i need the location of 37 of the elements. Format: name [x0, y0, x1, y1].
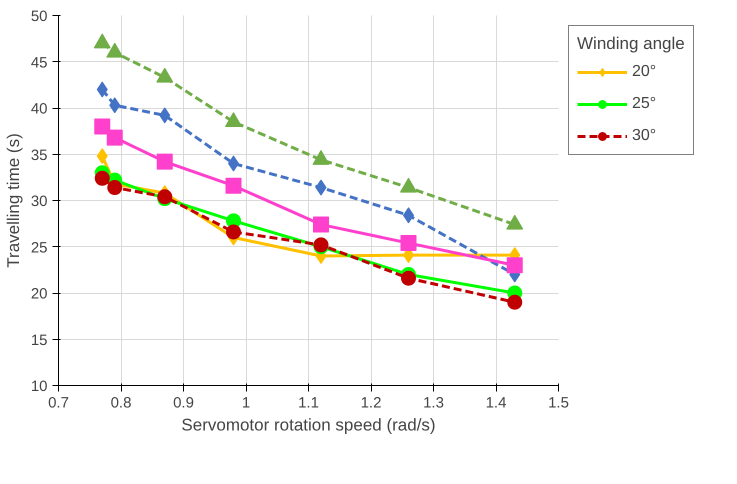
y-tick-label: 35: [30, 146, 48, 164]
y-tick-label: 10: [30, 378, 48, 395]
y-tick-label: 45: [30, 54, 48, 72]
y-tick-label: 25: [30, 239, 48, 256]
x-tick-label: 1.5: [548, 394, 569, 412]
point: [106, 130, 123, 146]
y-tick-label: 30: [30, 193, 48, 210]
legend-title: Winding angle: [577, 34, 685, 54]
y-tick-label: 40: [30, 100, 48, 118]
point: [156, 154, 173, 170]
point: [506, 257, 523, 274]
legend-label: 30°: [632, 127, 656, 145]
point: [313, 216, 329, 233]
x-axis-title: Servomotor rotation speed (rad/s): [181, 416, 436, 434]
legend-label: 20°: [632, 63, 656, 81]
x-tick-label: 0.9: [173, 394, 194, 412]
x-tick-label: 1.1: [298, 394, 319, 412]
point: [96, 82, 108, 98]
legend-label: 25°: [632, 95, 656, 113]
y-tick-label: 15: [30, 332, 48, 349]
y-axis-title: Travelling time (s): [4, 133, 23, 268]
x-tick-label: 1.4: [486, 394, 506, 412]
x-tick-label: 1.2: [360, 394, 382, 412]
x-tick-label: 1.3: [423, 394, 444, 412]
point: [401, 270, 416, 286]
point: [94, 118, 110, 134]
point: [94, 170, 110, 186]
x-tick-label: 1: [242, 394, 250, 412]
point: [507, 294, 522, 310]
point: [226, 224, 241, 240]
x-tick-label: 0.8: [110, 394, 132, 412]
point: [400, 235, 416, 252]
y-tick-label: 20: [30, 286, 48, 302]
point: [226, 178, 242, 194]
x-tick-label: 0.7: [48, 394, 69, 412]
y-tick-label: 50: [30, 8, 48, 25]
point: [107, 180, 122, 196]
